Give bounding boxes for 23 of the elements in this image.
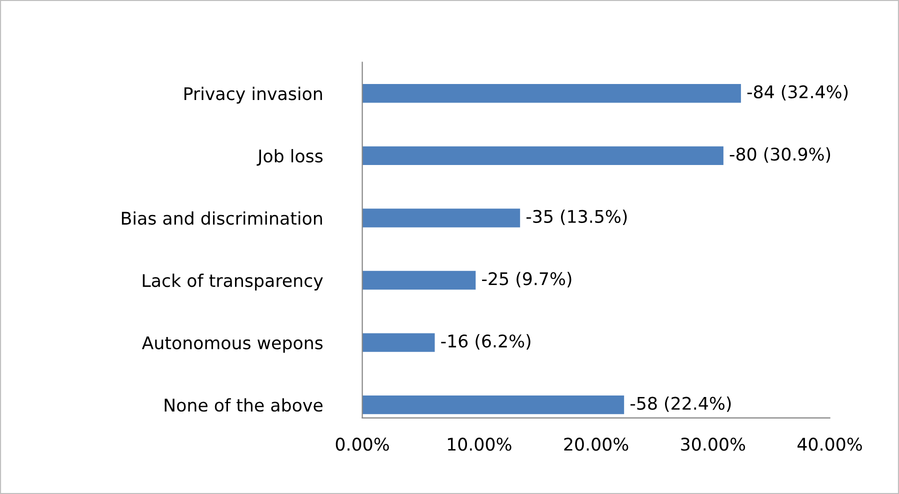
bar bbox=[362, 270, 476, 290]
data-label: -16 (6.2%) bbox=[441, 334, 530, 350]
y-tick-label: Autonomous wepons bbox=[142, 336, 323, 353]
x-tick-label: 20.00% bbox=[564, 438, 628, 451]
bar bbox=[362, 84, 741, 103]
y-tick-label: Privacy invasion bbox=[184, 86, 322, 104]
x-tick-label: 10.00% bbox=[448, 438, 512, 451]
data-label: -84 (32.4%) bbox=[747, 85, 848, 100]
x-tick-label: 30.00% bbox=[681, 438, 746, 451]
bar bbox=[362, 396, 624, 414]
y-tick-label: None of the above bbox=[164, 398, 322, 412]
data-label: -35 (13.5%) bbox=[526, 210, 627, 226]
data-label: -58 (22.4%) bbox=[630, 396, 731, 412]
y-tick-label: Lack of transparency bbox=[142, 274, 323, 290]
bar bbox=[362, 146, 724, 166]
y-tick-label: Job loss bbox=[256, 149, 323, 166]
x-tick-label: 40.00% bbox=[798, 438, 862, 451]
bar bbox=[362, 333, 435, 352]
x-tick-label: 0.00% bbox=[336, 438, 389, 451]
data-label: -80 (30.9%) bbox=[730, 147, 830, 163]
y-tick-label: Bias and discrimination bbox=[122, 211, 322, 225]
data-label: -25 (9.7%) bbox=[482, 272, 572, 288]
bar bbox=[362, 208, 520, 228]
